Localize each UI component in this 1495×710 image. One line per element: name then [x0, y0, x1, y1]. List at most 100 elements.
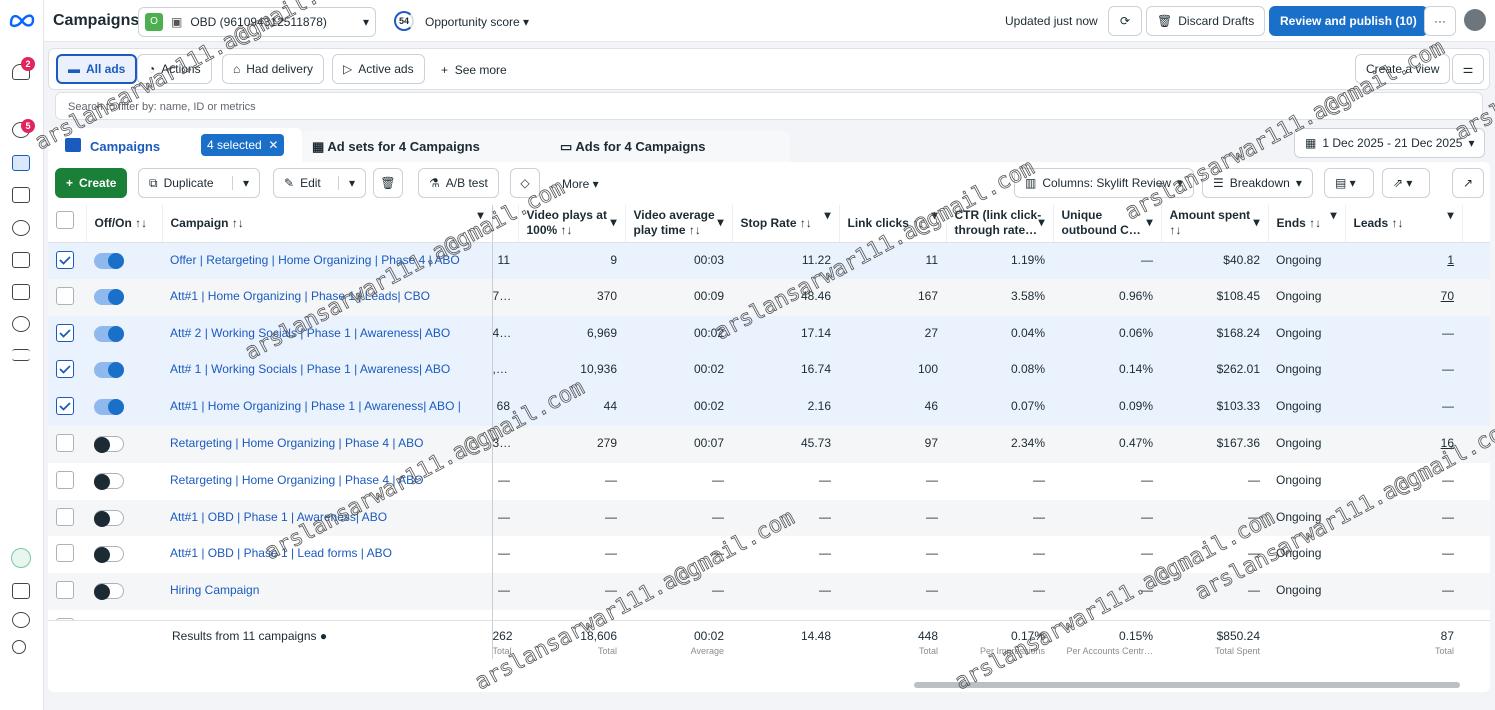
campaign-row[interactable]: Retargeting | Home Organizing | Phase 4 … [48, 462, 1490, 500]
billing-icon[interactable] [12, 284, 30, 300]
toggle[interactable] [94, 362, 124, 379]
toggle[interactable] [94, 325, 124, 342]
settings-icon[interactable] [12, 612, 30, 628]
campaign-name[interactable]: Retargeting | Home Organizing | Phase 4 … [170, 435, 424, 450]
discard-button[interactable]: 🗑 Discard Drafts [1146, 6, 1266, 36]
checkbox[interactable] [56, 433, 74, 452]
header-cell[interactable]: Campaign ↑↓ ▾ [162, 205, 493, 243]
campaigns-tab[interactable]: Campaigns 4 selected ✕ [48, 128, 302, 164]
campaign-row[interactable]: Retargeting | Home Organizing | Phase 4 … [48, 425, 1490, 463]
campaign-name[interactable]: Att# 2 | Working Socials | Phase 1 | Awa… [170, 325, 451, 340]
header-cell[interactable]: Stop Rate ↑↓ ▾ [732, 205, 840, 243]
more-menu[interactable]: More ▾ [562, 177, 599, 191]
header-cell[interactable]: CTR (link click-through rate… ▾ [946, 205, 1054, 243]
ads-tab[interactable]: ▭ Ads for 4 Campaigns [560, 139, 706, 154]
breakdown-button[interactable]: ☰ Breakdown ▾ [1202, 168, 1313, 198]
toggle[interactable] [94, 546, 124, 564]
checkbox[interactable] [56, 581, 74, 600]
checkbox[interactable] [56, 250, 74, 269]
more-button[interactable]: ··· [1424, 6, 1456, 36]
icon[interactable] [12, 583, 30, 599]
header-cell[interactable]: Amount spent ↑↓ ▾ [1161, 205, 1269, 243]
avatar[interactable] [1464, 9, 1486, 31]
toggle[interactable] [94, 399, 124, 416]
checkbox[interactable] [56, 397, 74, 416]
icon[interactable] [12, 316, 30, 332]
scrollbar[interactable] [914, 682, 1460, 688]
campaign-row[interactable]: Att#1 | OBD | Phase 1 | Lead forms | ABO… [48, 536, 1490, 574]
header-cell[interactable]: Off/On ↑↓ [86, 205, 163, 243]
header-cell[interactable]: Ends ↑↓ ▾ [1268, 205, 1346, 243]
filter-chip[interactable]: ▬ All ads [56, 54, 138, 84]
campaign-row[interactable]: Att#1 | Home Organizing | Phase 1 | Awar… [48, 389, 1490, 426]
checkbox[interactable] [56, 507, 74, 526]
search-icon[interactable] [12, 640, 26, 654]
chart-button[interactable]: ↗ [1452, 168, 1484, 198]
settings-button[interactable]: ⚌ [1452, 54, 1484, 84]
header-cell[interactable]: Video plays at 100% ↑↓ ▾ [518, 205, 626, 243]
score-label[interactable]: Opportunity score ▾ [425, 15, 530, 29]
campaign-name[interactable]: Att#1 | OBD | Phase 1 | Lead forms | ABO [170, 546, 392, 561]
header-cell[interactable]: Unique outbound C… ▾ [1053, 205, 1162, 243]
campaign-row[interactable]: Att# 1 | Working Socials | Phase 1 | Awa… [48, 352, 1490, 390]
checkbox[interactable] [56, 470, 74, 489]
tag-button[interactable]: ◇ [510, 168, 540, 198]
toggle[interactable] [94, 509, 124, 527]
header-cell[interactable]: Leads ↑↓ ▾ [1345, 205, 1463, 243]
menu-icon[interactable] [12, 349, 30, 361]
delete-button[interactable]: 🗑 [373, 168, 403, 198]
checkbox[interactable] [56, 323, 74, 342]
duplicate-button[interactable]: ⧉ Duplicate ▾ [138, 168, 260, 198]
toggle[interactable] [94, 288, 124, 305]
checkbox[interactable] [56, 544, 74, 563]
audiences-icon[interactable] [12, 220, 30, 236]
search-box[interactable]: Search to filter by: name, ID or metrics [55, 92, 1483, 120]
checkbox[interactable] [56, 211, 74, 230]
refresh-button[interactable]: ⟳ [1108, 6, 1142, 36]
campaign-name[interactable]: Offer | Retargeting | Home Organizing | … [170, 252, 460, 267]
campaign-name[interactable]: Hiring Campaign [170, 583, 260, 598]
filter-chip[interactable]: ⌂ Had delivery [222, 54, 324, 84]
header-cell[interactable]: Video average play time ↑↓ ▾ [625, 205, 733, 243]
campaign-name[interactable]: Att#1 | Home Organizing | Phase 1 | Awar… [170, 399, 461, 414]
edit-button[interactable]: ✎ Edit ▾ [273, 168, 366, 198]
ab-test-button[interactable]: ⚗ A/B test [418, 168, 499, 198]
export-button[interactable]: ⇗ ▾ [1382, 168, 1430, 198]
campaign-row[interactable]: Att#1 | Home Organizing | Phase 1 | Lead… [48, 278, 1490, 316]
account-selector[interactable]: O ▣ OBD (961094312511878) ▾ [138, 7, 376, 37]
filter-chip[interactable]: ◔ Actions [137, 54, 212, 84]
see-more[interactable]: + See more [441, 63, 507, 77]
toggle[interactable] [94, 472, 124, 490]
metric-value: — [498, 472, 510, 487]
toggle[interactable] [94, 252, 124, 269]
adsets-tab[interactable]: ▦ Ad sets for 4 Campaigns [312, 139, 480, 154]
campaign-row[interactable]: Aug-Dec 2025 | Lead Gen————————Ongoing— [48, 609, 1490, 620]
columns-button[interactable]: ▥ Columns: Skylift Review ▾ [1014, 168, 1195, 198]
campaign-name[interactable]: Att# 1 | Working Socials | Phase 1 | Awa… [170, 362, 451, 377]
toggle-knob [94, 510, 110, 527]
publish-button[interactable]: Review and publish (10) [1269, 6, 1428, 36]
toggle[interactable] [94, 435, 124, 453]
campaign-row[interactable]: Att#1 | OBD | Phase 1 | Awareness| ABO — —… [48, 499, 1490, 537]
campaign-name[interactable]: Retargeting | Home Organizing | Phase 4 … [170, 472, 424, 487]
help-icon[interactable] [11, 548, 31, 568]
header-cell[interactable]: Link clicks ↑↓ ▾ [839, 205, 947, 243]
campaign-name[interactable]: Att#1 | OBD | Phase 1 | Awareness| ABO [170, 509, 388, 524]
icon[interactable] [12, 187, 30, 203]
ads-manager-icon[interactable] [12, 155, 30, 171]
campaign-row[interactable]: Att# 2 | Working Socials | Phase 1 | Awa… [48, 315, 1490, 353]
checkbox[interactable] [56, 286, 74, 305]
campaign-row[interactable]: Hiring Campaign — — — — — — — — Ongoing — [48, 573, 1490, 610]
create-button[interactable]: + Create [55, 168, 128, 198]
create-view-button[interactable]: Create a view [1355, 54, 1451, 84]
campaign-row[interactable]: Offer | Retargeting | Home Organizing | … [48, 242, 1490, 279]
checkbox[interactable] [56, 360, 74, 379]
checkbox[interactable] [56, 617, 74, 620]
filter-chip[interactable]: ▷ Active ads [332, 54, 425, 84]
toggle[interactable] [94, 583, 124, 601]
icon[interactable] [12, 252, 30, 268]
reports-button[interactable]: ▤ ▾ [1324, 168, 1374, 198]
campaign-name[interactable]: Att#1 | Home Organizing | Phase 1 | Lead… [170, 288, 430, 303]
selection-chip[interactable]: 4 selected ✕ [201, 134, 285, 156]
date-picker[interactable]: ▦ 1 Dec 2025 - 21 Dec 2025 ▾ [1294, 128, 1486, 158]
